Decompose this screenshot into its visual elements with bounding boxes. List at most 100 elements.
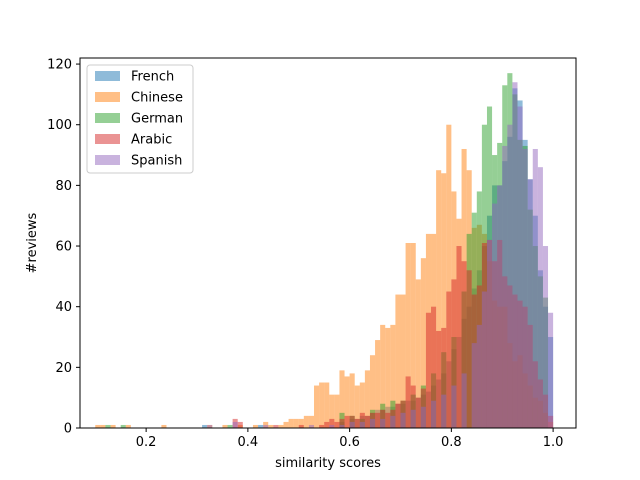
bar-arabic (324, 421, 330, 428)
bar-spanish (492, 203, 498, 428)
bar-arabic (319, 424, 325, 428)
bar-spanish (390, 415, 396, 428)
bar-arabic (273, 424, 279, 428)
y-axis-label: #reviews (25, 212, 40, 273)
bar-arabic (339, 418, 345, 428)
x-tick-label: 1.0 (543, 435, 564, 450)
bar-chinese (293, 418, 299, 428)
bar-chinese (359, 382, 365, 428)
bar-spanish (497, 185, 503, 428)
bar-chinese (100, 424, 106, 428)
y-tick-label: 20 (55, 361, 72, 376)
bar-chinese (252, 424, 259, 428)
bar-german (120, 424, 126, 428)
bar-spanish (476, 324, 482, 428)
bar-arabic (344, 415, 350, 428)
bar-chinese (161, 424, 167, 428)
legend-label: German (131, 112, 183, 127)
bar-chinese (125, 424, 131, 428)
plot-frame (79, 57, 577, 429)
legend: French Chinese German Arabic Spanish (86, 64, 194, 174)
bar-arabic (364, 415, 370, 428)
bar-german (227, 424, 233, 428)
legend-swatch (95, 155, 120, 165)
bar-chinese (390, 324, 396, 428)
bar-spanish (451, 385, 457, 428)
bar-spanish (380, 418, 386, 428)
bar-chinese (364, 370, 370, 428)
bar-spanish (431, 400, 437, 428)
legend-item-chinese: Chinese (95, 91, 183, 106)
y-tick-label: 100 (47, 118, 72, 133)
bar-chinese (385, 327, 391, 428)
legend-label: Spanish (131, 154, 182, 169)
bar-arabic (415, 397, 421, 428)
legend-swatch (95, 113, 120, 123)
bar-chinese (410, 243, 416, 428)
bar-spanish (207, 424, 213, 428)
legend-item-french: French (95, 70, 174, 85)
bar-chinese (324, 382, 330, 428)
bar-spanish (359, 421, 365, 428)
bar-spanish (441, 394, 447, 428)
bar-chinese (298, 418, 304, 428)
bars-layer (95, 73, 554, 429)
bar-spanish (548, 312, 554, 428)
bar-chinese (278, 424, 284, 428)
x-axis-label: similarity scores (275, 456, 381, 471)
y-tick-label: 60 (55, 240, 72, 255)
series-spanish (207, 82, 554, 429)
bar-chinese (405, 243, 411, 428)
bar-spanish (471, 343, 477, 428)
bar-chinese (415, 279, 421, 428)
bar-spanish (517, 106, 523, 428)
bar-chinese (222, 424, 228, 428)
bar-spanish (410, 409, 416, 428)
bar-chinese (349, 373, 355, 428)
y-tick-label: 40 (55, 300, 72, 315)
bar-spanish (527, 179, 533, 428)
bar-chinese (375, 340, 381, 428)
bar-arabic (456, 246, 462, 428)
x-tick-label: 0.6 (339, 435, 360, 450)
legend-item-german: German (95, 112, 183, 127)
bar-spanish (537, 167, 543, 428)
bar-french (258, 424, 264, 428)
bar-chinese (344, 376, 350, 428)
x-tick-label: 0.2 (136, 435, 157, 450)
bar-arabic (461, 261, 467, 428)
bar-chinese (308, 415, 315, 428)
legend-swatch (95, 92, 120, 102)
bar-chinese (395, 294, 401, 428)
x-axis-ticks: 0.2 0.4 0.6 0.8 1.0 (136, 428, 564, 450)
legend-label: French (131, 70, 174, 85)
bar-arabic (237, 421, 243, 428)
bar-chinese (110, 424, 116, 428)
x-tick-label: 0.4 (238, 435, 259, 450)
bar-german (105, 424, 111, 428)
bar-chinese (288, 418, 294, 428)
bar-chinese (369, 355, 376, 428)
bar-arabic (441, 327, 447, 428)
bar-spanish (507, 124, 513, 428)
bar-spanish (532, 148, 538, 428)
bar-chinese (436, 170, 442, 428)
bar-arabic (298, 424, 304, 428)
bar-arabic (354, 418, 360, 428)
bar-spanish (502, 145, 508, 429)
bar-chinese (334, 394, 340, 428)
bar-arabic (385, 412, 391, 428)
bar-arabic (431, 306, 437, 428)
bar-arabic (334, 421, 340, 428)
y-tick-label: 80 (55, 179, 72, 194)
bar-chinese (400, 294, 406, 428)
bar-arabic (446, 291, 452, 428)
bar-spanish (481, 291, 487, 428)
bar-spanish (339, 424, 345, 428)
bar-chinese (354, 385, 360, 428)
bar-spanish (308, 424, 315, 428)
bar-chinese (420, 258, 426, 428)
bar-chinese (441, 173, 447, 428)
bar-arabic (436, 330, 442, 428)
